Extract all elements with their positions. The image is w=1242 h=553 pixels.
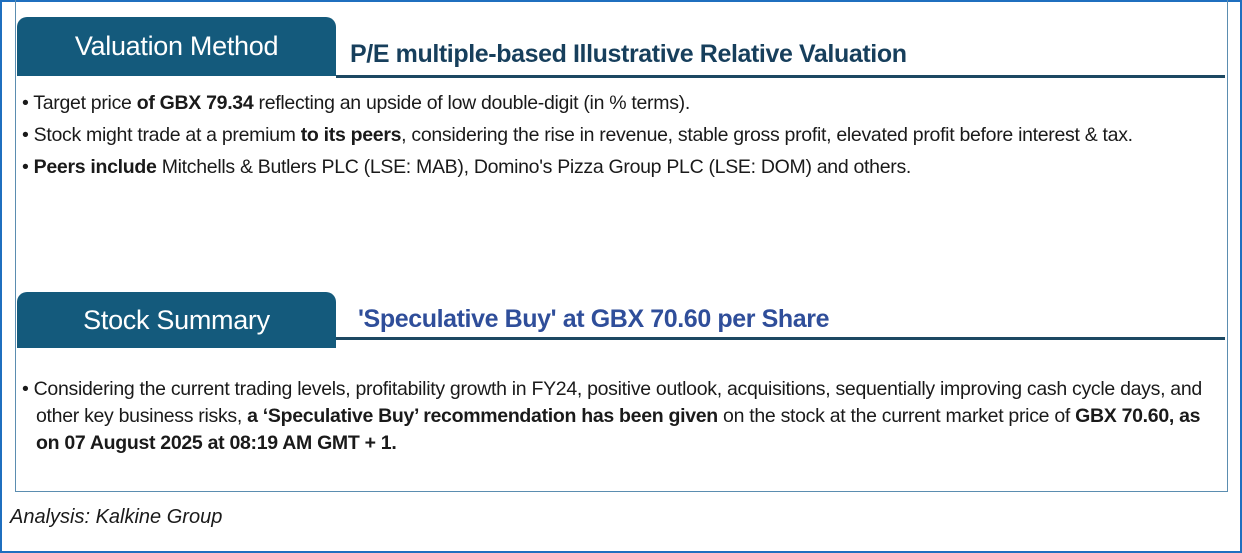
text: • Considering the current trading levels… [22, 378, 1202, 427]
text: Mitchells & Butlers PLC (LSE: MAB), Domi… [156, 156, 912, 178]
bold-text: a ‘Speculative Buy’ recommendation has b… [247, 405, 718, 427]
bold-text: of GBX 79.34 [136, 92, 254, 114]
summary-bullets: • Considering the current trading levels… [22, 376, 1222, 462]
content-panel [15, 0, 1228, 492]
text: • Target price [22, 92, 137, 114]
bold-text: to its peers [300, 124, 402, 146]
summary-tab-label: Stock Summary [83, 304, 270, 335]
bullet-item: • Peers include Mitchells & Butlers PLC … [22, 154, 1212, 181]
text: • Stock might trade at a premium [22, 124, 301, 146]
valuation-bullets: • Target price of GBX 79.34 reflecting a… [22, 90, 1212, 186]
bullet-item: • Considering the current trading levels… [22, 376, 1222, 457]
valuation-tab-label: Valuation Method [74, 31, 279, 61]
text: on the stock at the current market price… [717, 405, 1076, 427]
valuation-heading: P/E multiple-based Illustrative Relative… [350, 40, 907, 68]
bold-text: Peers include [33, 156, 157, 178]
stock-summary-tab: Stock Summary [17, 292, 336, 348]
bullet-item: • Target price of GBX 79.34 reflecting a… [22, 90, 1212, 117]
summary-divider [336, 337, 1225, 340]
text: • [22, 156, 34, 178]
valuation-method-tab: Valuation Method [17, 17, 336, 76]
valuation-divider [336, 75, 1225, 78]
analysis-source: Analysis: Kalkine Group [10, 506, 223, 528]
text: , considering the rise in revenue, stabl… [401, 124, 1133, 146]
summary-heading: 'Speculative Buy' at GBX 70.60 per Share [358, 305, 830, 333]
bullet-item: • Stock might trade at a premium to its … [22, 122, 1212, 149]
text: reflecting an upside of low double-digit… [253, 92, 691, 114]
bold-text: GBX 70.60, as on 07 August 2025 at 08:19… [36, 405, 1201, 454]
